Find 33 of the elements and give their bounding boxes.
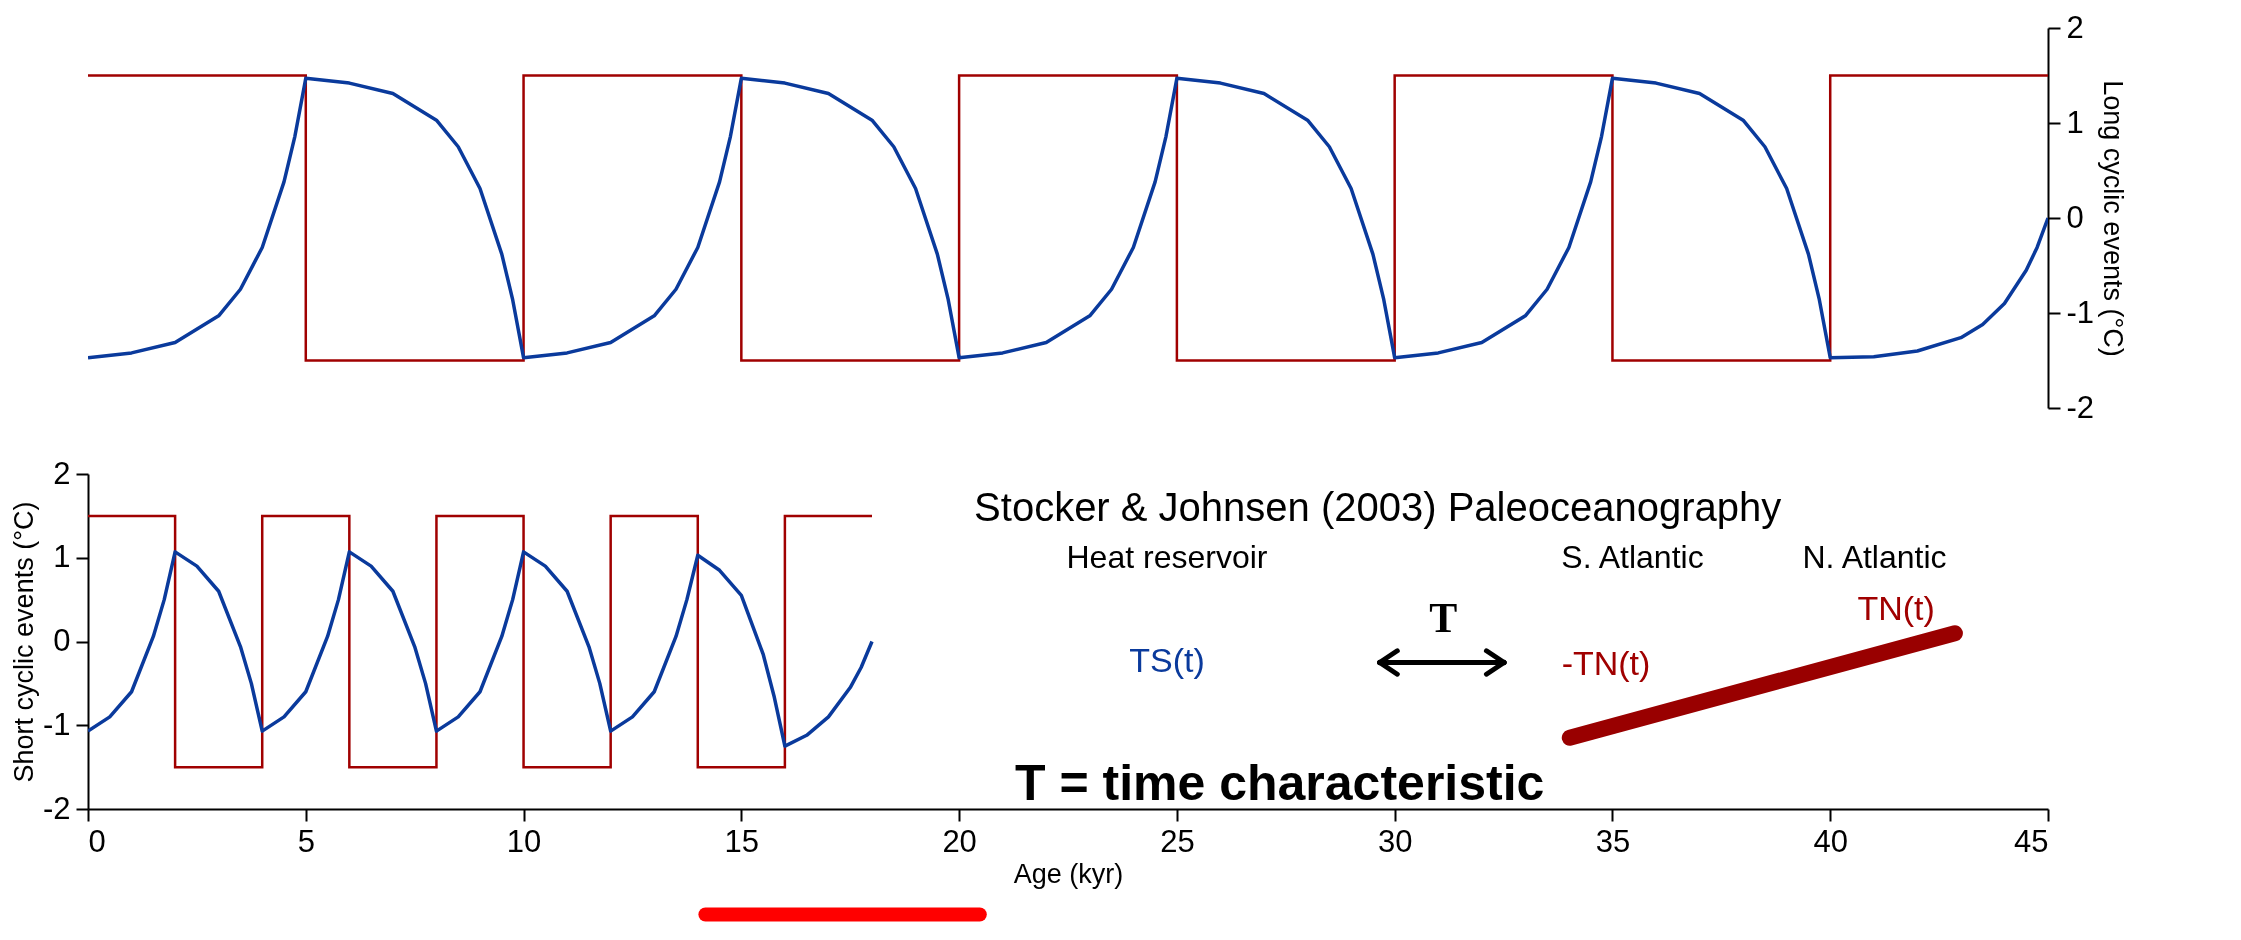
x-tick-label: 25 bbox=[1160, 823, 1195, 859]
x-tick-label: 40 bbox=[1813, 823, 1848, 859]
annotation: T bbox=[1429, 594, 1458, 641]
annotation: N. Atlantic bbox=[1802, 538, 1947, 575]
annotation: Stocker & Johnsen (2003) Paleoceanography bbox=[974, 485, 1782, 530]
annotation: TN(t) bbox=[1857, 588, 1935, 627]
annotation: T = time characteristic bbox=[1014, 754, 1545, 811]
annotation: Heat reservoir bbox=[1066, 538, 1268, 575]
y-tick-label: -1 bbox=[42, 706, 71, 742]
x-tick-label: 45 bbox=[2014, 823, 2049, 859]
y2-tick-label: -2 bbox=[2066, 389, 2095, 425]
y-tick-label: 1 bbox=[53, 539, 71, 575]
y2-tick-label: 1 bbox=[2066, 104, 2084, 140]
annotation: -TN(t) bbox=[1561, 644, 1651, 683]
x-tick-label: 0 bbox=[88, 823, 106, 859]
annotation: TS(t) bbox=[1129, 641, 1205, 680]
y2-tick-label: -1 bbox=[2066, 294, 2095, 330]
line-series bbox=[88, 550, 874, 748]
y-axis-title: Short cyclic events (°C) bbox=[8, 501, 39, 783]
x-axis-title: Age (kyr) bbox=[1013, 858, 1124, 889]
y2-tick-label: 2 bbox=[2066, 9, 2084, 45]
x-tick-label: 35 bbox=[1595, 823, 1631, 859]
x-tick-label: 20 bbox=[942, 823, 977, 859]
x-tick-label: 10 bbox=[506, 823, 542, 859]
x-tick-label: 5 bbox=[297, 823, 315, 859]
y-tick-label: 0 bbox=[53, 623, 71, 658]
y2-tick-label: 0 bbox=[2066, 199, 2084, 235]
y2-axis-title: Long cyclic events (°C) bbox=[2098, 80, 2129, 357]
y-tick-label: -2 bbox=[42, 790, 71, 826]
y-tick-label: 2 bbox=[53, 455, 71, 491]
x-tick-label: 30 bbox=[1377, 823, 1413, 859]
x-tick-label: 15 bbox=[724, 823, 760, 859]
annotation: S. Atlantic bbox=[1561, 538, 1704, 575]
